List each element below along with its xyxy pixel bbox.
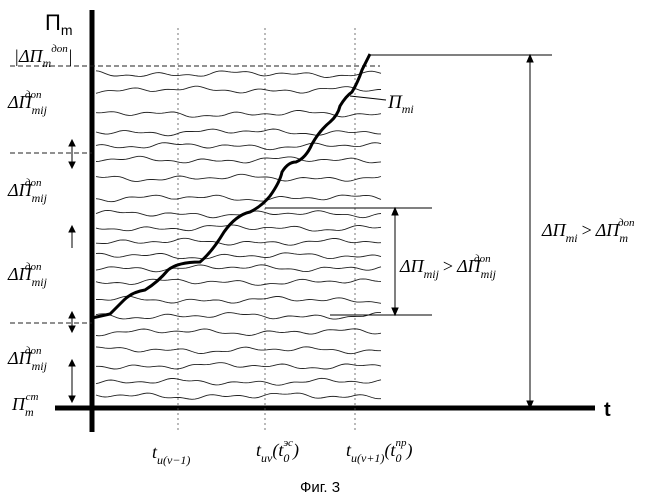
time-label-next: tu(v+1)(t0пр)	[346, 437, 412, 465]
realization-trace	[96, 347, 381, 354]
realization-trace	[96, 238, 381, 245]
realization-trace	[96, 312, 381, 319]
realization-trace	[96, 363, 381, 369]
realization-trace	[96, 378, 381, 385]
realization-trace	[96, 253, 381, 259]
realization-traces	[96, 71, 381, 400]
realization-trace	[96, 156, 381, 163]
y-axis-label: Пm	[45, 10, 72, 38]
realization-trace	[96, 174, 381, 181]
realization-trace	[96, 393, 381, 399]
time-label-current: tuv(t0эс)	[256, 437, 299, 465]
label-delta-pmij-1: ΔПmijдоп	[7, 89, 48, 117]
realization-trace	[96, 296, 381, 303]
label-delta-pm-allowed: |ΔПmдоп|	[14, 43, 73, 70]
realization-trace	[96, 129, 381, 136]
x-axis-label: t	[604, 399, 611, 421]
realization-trace	[96, 71, 381, 78]
label-delta-pmij-4: ΔПmijдоп	[7, 345, 48, 373]
realization-trace	[96, 329, 381, 336]
realization-trace	[96, 143, 381, 150]
inequality-inner: ΔПmij>ΔПmijдоп	[399, 253, 497, 281]
left-interval-arrows	[69, 140, 75, 402]
realization-trace	[96, 265, 381, 272]
realization-trace	[96, 195, 381, 202]
realization-trace	[96, 86, 381, 93]
inequality-outer: ΔПmi>ΔПmдоп	[541, 217, 635, 245]
label-delta-pmij-3: ΔПmijдоп	[7, 261, 48, 289]
label-pm-st: Пmст	[11, 391, 39, 419]
realization-trace	[96, 225, 381, 231]
trend-curve	[92, 54, 370, 318]
figure-caption: Фиг. 3	[300, 479, 340, 496]
label-delta-pmij-2: ΔПmijдоп	[7, 177, 48, 205]
curve-label: Пmi	[387, 92, 414, 116]
realization-trace	[96, 279, 381, 285]
level-dashes	[10, 66, 380, 323]
time-label-prev: tu(v−1)	[152, 442, 190, 467]
